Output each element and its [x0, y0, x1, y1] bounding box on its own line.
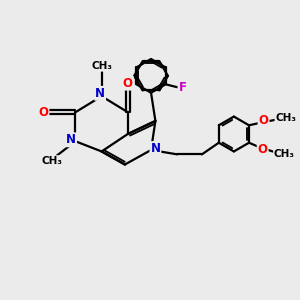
Text: CH₃: CH₃	[274, 149, 295, 159]
Text: O: O	[258, 143, 268, 156]
Text: O: O	[259, 114, 269, 128]
Text: O: O	[123, 76, 133, 90]
Text: F: F	[178, 81, 187, 94]
Text: N: N	[150, 142, 161, 155]
Text: CH₃: CH₃	[275, 113, 296, 123]
Text: N: N	[66, 133, 76, 146]
Text: CH₃: CH₃	[91, 61, 112, 71]
Text: N: N	[95, 87, 105, 100]
Text: O: O	[38, 106, 49, 119]
Text: CH₃: CH₃	[42, 156, 63, 166]
